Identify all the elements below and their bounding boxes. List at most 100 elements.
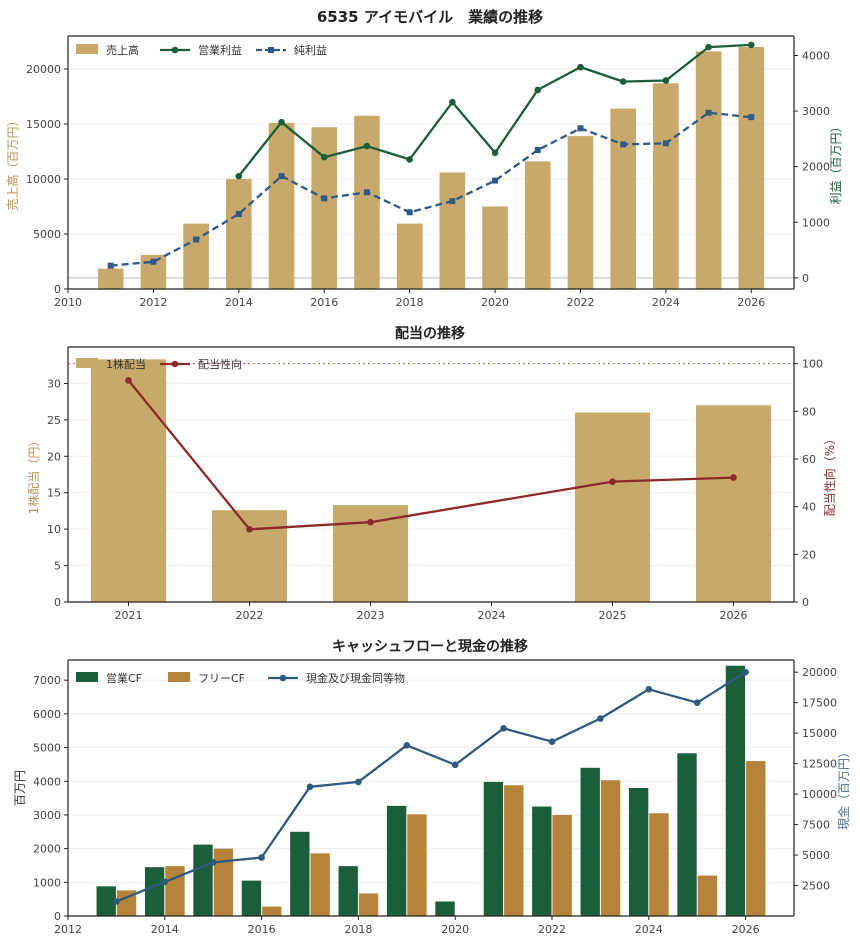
legend-operating-profit-label: 営業利益 <box>198 43 242 57</box>
y-left-tick-label: 0 <box>54 596 61 609</box>
y-left-tick-label: 3000 <box>33 809 61 822</box>
point-cash <box>500 724 507 732</box>
bar-sales <box>653 83 679 289</box>
bar-operating-cf <box>193 844 213 916</box>
legend-payout-ratio-label: 配当性向 <box>198 357 242 371</box>
y-left-tick-label: 30 <box>47 377 61 390</box>
point-cash <box>451 761 459 769</box>
point-cash <box>113 898 120 905</box>
bar-free-cf <box>213 848 234 916</box>
point-cash <box>597 715 604 722</box>
bar-operating-cf <box>483 781 504 916</box>
bar-operating-cf <box>628 788 649 916</box>
y-right-tick-label: 2000 <box>802 161 830 174</box>
point-net-profit <box>321 195 328 202</box>
bar-dividend-per-share <box>211 510 288 602</box>
line-cash <box>115 671 747 903</box>
bar-free-cf <box>697 875 718 916</box>
y-right-tick-label: 2500 <box>802 880 830 893</box>
point-cash <box>258 854 265 861</box>
y-left-tick-label: 0 <box>54 283 61 296</box>
point-net-profit <box>107 262 114 269</box>
legend-operating-cf-swatch <box>76 672 98 682</box>
point-operating-profit <box>491 149 499 157</box>
chart2-title: 配当の推移 <box>395 325 465 342</box>
bar-operating-cf <box>532 806 552 916</box>
x-tick-label: 2016 <box>310 296 338 309</box>
point-operating-profit <box>320 153 328 161</box>
bar-sales <box>396 223 423 289</box>
x-tick-label: 2020 <box>441 923 469 936</box>
y-right-tick-label: 80 <box>802 405 816 418</box>
point-operating-profit <box>619 78 627 85</box>
x-tick-label: 2014 <box>151 923 179 936</box>
y-right-tick-label: 40 <box>802 501 816 514</box>
point-cash <box>645 685 653 693</box>
point-net-profit <box>492 177 499 184</box>
bar-sales <box>268 122 295 290</box>
chart1-title: 6535 アイモバイル 業績の推移 <box>317 8 543 26</box>
bar-operating-cf <box>435 901 455 916</box>
x-tick-label: 2024 <box>652 296 680 309</box>
y-right-tick-label: 20000 <box>802 666 837 679</box>
y-right-tick-label: 3000 <box>802 105 830 118</box>
x-tick-label: 2018 <box>396 296 424 309</box>
bar-sales <box>695 51 722 290</box>
bar-operating-cf <box>580 767 600 916</box>
point-payout-ratio <box>125 377 132 384</box>
point-net-profit <box>235 210 242 217</box>
bar-free-cf <box>504 785 524 916</box>
y-left-tick-label: 7000 <box>33 674 61 687</box>
chart3-title: キャッシュフローと現金の推移 <box>332 638 528 655</box>
point-net-profit <box>193 236 200 243</box>
y-left-tick-label: 15000 <box>26 118 61 131</box>
point-operating-profit <box>363 142 371 150</box>
bar-sales <box>311 127 338 289</box>
y-right-tick-label: 0 <box>802 272 809 285</box>
point-payout-ratio <box>246 526 253 533</box>
y-right-tick-label: 17500 <box>802 697 837 710</box>
point-cash <box>161 878 169 886</box>
bar-sales <box>439 172 466 289</box>
point-operating-profit <box>705 43 712 51</box>
bar-free-cf <box>165 866 185 916</box>
bar-operating-cf <box>677 753 697 916</box>
bar-sales <box>567 136 594 289</box>
bar-sales <box>226 179 252 289</box>
legend-dividend-swatch <box>76 358 98 368</box>
x-tick-label: 2023 <box>357 609 385 622</box>
y-left-label: 1株配当（円） <box>26 435 41 515</box>
y-left-label: 百万円 <box>13 770 27 806</box>
bar-operating-cf <box>338 866 358 916</box>
y-right-tick-label: 12500 <box>802 758 837 771</box>
y-left-tick-label: 1000 <box>33 876 61 889</box>
x-tick-label: 2021 <box>115 609 143 622</box>
legend-free-cf-label: フリーCF <box>198 672 245 685</box>
y-left-tick-label: 5000 <box>33 228 61 241</box>
legend-operating-cf-label: 営業CF <box>106 671 142 685</box>
point-cash <box>403 742 411 749</box>
point-net-profit <box>449 198 456 205</box>
x-tick-label: 2014 <box>225 296 253 309</box>
legend-cash-marker <box>279 674 287 682</box>
x-tick-label: 2020 <box>481 296 509 309</box>
y-right-tick-label: 5000 <box>802 849 830 862</box>
bar-free-cf <box>600 780 621 916</box>
x-tick-label: 2026 <box>732 923 760 936</box>
bar-operating-cf <box>144 867 165 916</box>
x-tick-label: 2024 <box>635 923 663 936</box>
bar-sales <box>524 161 551 289</box>
legend-operating-profit-marker <box>171 46 179 54</box>
x-tick-label: 2024 <box>478 609 506 622</box>
bar-sales <box>354 115 380 289</box>
bar-sales <box>97 268 124 289</box>
legend-cash-label: 現金及び現金同等物 <box>306 671 405 685</box>
bar-free-cf <box>552 814 572 916</box>
point-operating-profit <box>747 41 755 49</box>
bar-sales <box>482 206 508 289</box>
point-operating-profit <box>662 77 670 84</box>
x-tick-label: 2026 <box>737 296 765 309</box>
x-tick-label: 2022 <box>538 923 566 936</box>
point-operating-profit <box>278 118 285 126</box>
